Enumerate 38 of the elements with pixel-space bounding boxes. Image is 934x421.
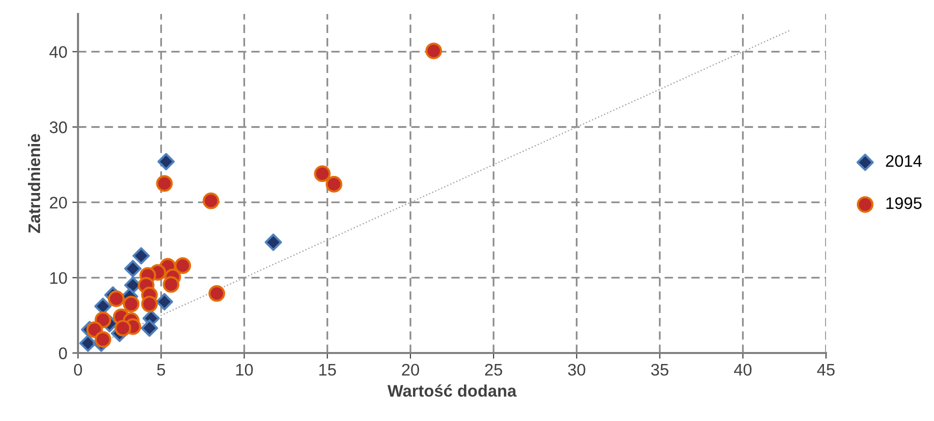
x-tick-label: 40 [734, 364, 752, 376]
point [162, 276, 180, 293]
x-tick-label: 0 [74, 364, 82, 376]
point [202, 192, 220, 210]
x-tick-label: 45 [817, 364, 835, 376]
x-tick-label: 25 [485, 364, 502, 376]
y-tick-label: 0 [58, 347, 67, 360]
x-axis-title: Wartość dodana [388, 384, 517, 397]
x-tick-label: 20 [402, 364, 420, 376]
point [264, 234, 282, 251]
point [124, 260, 142, 278]
point [108, 290, 125, 308]
x-tick-label: 5 [157, 364, 166, 376]
y-axis-title: Zatrudnienie [28, 134, 40, 234]
point [174, 257, 192, 274]
y-tick-label: 40 [49, 46, 67, 58]
legend-label: 2014 [886, 155, 922, 167]
x-tick-label: 15 [319, 364, 336, 376]
x-tick-label: 30 [568, 364, 586, 376]
x-tick-label: 10 [236, 364, 253, 376]
point [132, 247, 150, 264]
y-tick-label: 10 [50, 272, 67, 284]
point [314, 165, 331, 182]
point [156, 175, 173, 192]
legend-label: 1995 [886, 197, 922, 210]
point [94, 331, 112, 348]
y-tick-label: 30 [50, 121, 67, 134]
point [122, 296, 140, 312]
x-tick-label: 35 [651, 364, 668, 376]
point [114, 320, 132, 336]
point [140, 319, 158, 337]
point [208, 285, 226, 302]
point [157, 153, 175, 170]
point [141, 296, 158, 312]
y-tick-label: 20 [50, 196, 67, 209]
point [425, 42, 442, 60]
point [156, 293, 174, 310]
point [326, 176, 342, 193]
